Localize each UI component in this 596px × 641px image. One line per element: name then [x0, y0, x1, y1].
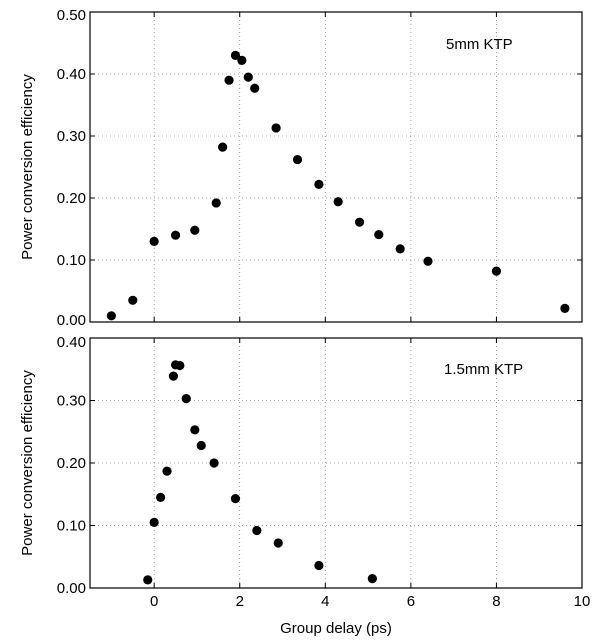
panel2-data-point-11: [230, 494, 241, 504]
panel1-ytick-label-3: 0.30: [57, 128, 86, 145]
panel1-data-point-12: [271, 123, 281, 133]
panel1-data-point-0: [106, 311, 116, 321]
panel2-data-point-14: [314, 560, 324, 571]
panel2-data-point-7: [181, 394, 191, 404]
panel2-xtick-label-3: 6: [407, 593, 415, 610]
panel1-data-point-6: [218, 142, 228, 152]
panel1-data-point-10: [243, 72, 253, 82]
panel1-annotation: 5mm KTP: [446, 36, 513, 53]
panel2-ytick-label-0: 0.00: [57, 580, 86, 597]
panel1-ytick-label-0: 0.00: [57, 312, 86, 329]
panel1-data-point-18: [395, 244, 405, 254]
panel2-x-axis-label: Group delay (ps): [280, 620, 392, 637]
panel1-data-point-16: [354, 217, 365, 227]
panel1-data-point-2: [149, 236, 159, 246]
panel2-data-point-0: [143, 575, 153, 585]
panel2-data-point-8: [190, 425, 200, 435]
panel2-annotation: 1.5mm KTP: [444, 361, 523, 378]
panel2-data-point-12: [252, 525, 262, 536]
panel2-ytick-label-3: 0.30: [57, 393, 86, 410]
panel1-data-point-20: [491, 266, 502, 276]
panel2-data-point-2: [155, 492, 166, 502]
panel2-xtick-label-4: 8: [492, 593, 500, 610]
panel2-xtick-label-2: 4: [321, 593, 329, 610]
panel2-data-point-9: [196, 440, 206, 451]
panel1-ytick-label-5: 0.50: [57, 7, 86, 24]
panel2-xtick-label-0: 0: [150, 593, 158, 610]
panel1-data-point-15: [333, 197, 343, 207]
panel2-data-point-15: [367, 574, 377, 584]
panel2-data-point-6: [175, 360, 185, 371]
panel1-data-point-5: [211, 198, 221, 208]
panel2-ytick-label-2: 0.20: [57, 455, 86, 472]
panel2-data-point-4: [168, 371, 179, 381]
panel1-data-point-7: [224, 75, 234, 85]
panel2-data-point-1: [149, 517, 159, 527]
panel1-data-point-13: [292, 154, 303, 165]
panel1-ytick-label-1: 0.10: [57, 252, 86, 269]
panel1-data-point-3: [170, 230, 181, 240]
panel2-data-point-10: [209, 458, 219, 468]
panel1-axes-frame: [89, 11, 583, 323]
panel2-xtick-label-5: 10: [574, 593, 591, 610]
panel2-y-axis-label: Power conversion efficiency: [19, 370, 36, 556]
panel2-ytick-label-1: 0.10: [57, 518, 86, 535]
panel1-data-point-19: [423, 256, 433, 266]
panel1-y-axis-label: Power conversion efficiency: [19, 74, 36, 260]
panel2-xtick-label-1: 2: [236, 593, 244, 610]
panel2-data-point-13: [273, 538, 283, 548]
panel1-data-point-8: [230, 50, 241, 61]
panel2-ytick-label-4: 0.40: [57, 334, 86, 351]
panel1-data-point-11: [250, 83, 260, 93]
panel1-data-point-1: [128, 295, 138, 305]
panel1-data-point-4: [190, 225, 200, 235]
panel1-data-point-9: [237, 55, 247, 65]
panel2-data-point-3: [162, 466, 172, 476]
panel1-data-point-14: [314, 179, 324, 189]
panel1-data-point-21: [560, 303, 570, 313]
panel1-data-point-17: [374, 229, 384, 240]
panel1-ytick-label-2: 0.20: [57, 190, 86, 207]
panel1-ytick-label-4: 0.40: [57, 66, 86, 83]
